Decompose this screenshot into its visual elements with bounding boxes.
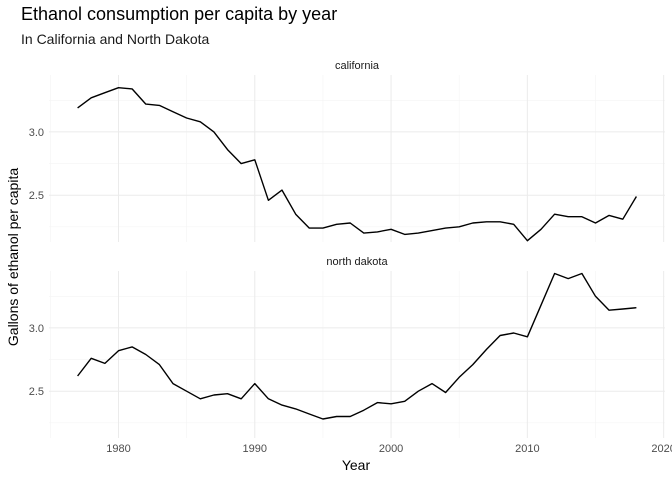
chart-title: Ethanol consumption per capita by year xyxy=(21,4,338,24)
y-axis-title: Gallons of ethanol per capita xyxy=(5,168,21,346)
facet-strip-label: california xyxy=(335,60,380,72)
series-line-north-dakota xyxy=(77,272,637,420)
y-tick-label: 2.5 xyxy=(29,386,44,398)
x-tick-label: 1990 xyxy=(243,443,267,455)
facet-panel-north-dakota: north dakota 2.5 3.0 xyxy=(29,256,665,438)
y-tick-label: 3.0 xyxy=(29,127,44,139)
x-tick-label: 2010 xyxy=(515,443,539,455)
y-tick-label: 2.5 xyxy=(29,190,44,202)
facet-strip-label: north dakota xyxy=(326,256,388,268)
x-axis-title: Year xyxy=(342,457,371,473)
chart-subtitle: In California and North Dakota xyxy=(21,31,210,47)
series-line-california xyxy=(77,86,638,242)
x-tick-label: 1980 xyxy=(106,443,130,455)
x-tick-label: 2000 xyxy=(379,443,403,455)
x-tick-label: 2020 xyxy=(651,443,672,455)
y-tick-label: 3.0 xyxy=(29,323,44,335)
facet-panel-california: california 2.5 3.0 xyxy=(29,60,665,242)
